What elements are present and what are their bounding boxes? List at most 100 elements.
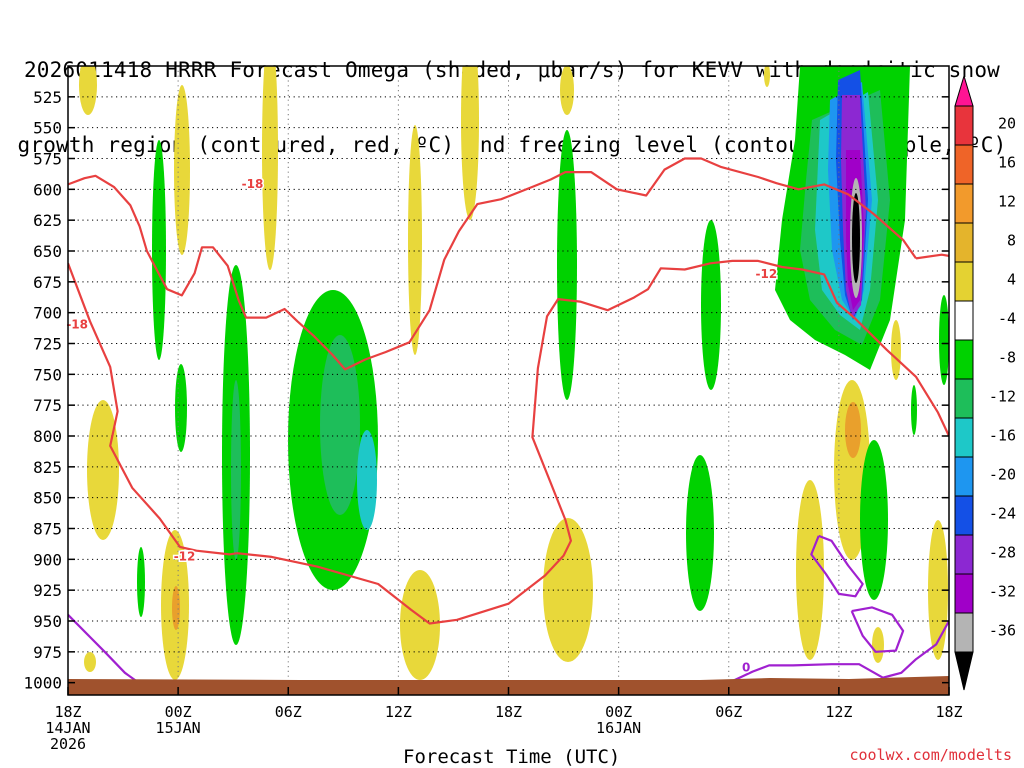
omega-area: [357, 430, 377, 530]
omega-area: [461, 66, 479, 220]
x-tick-label: 18Z: [935, 703, 962, 721]
omega-area: [686, 455, 714, 611]
colorbar-label: -16: [989, 427, 1016, 445]
contour-line: [68, 157, 917, 371]
omega-area: [408, 125, 422, 355]
y-tick-label: 875: [33, 520, 62, 539]
omega-shading: [79, 66, 949, 680]
y-tick-label: 850: [33, 489, 62, 508]
omega-area: [872, 627, 884, 663]
x-tick-label: 18Z: [495, 703, 522, 721]
y-tick-label: 800: [33, 427, 62, 446]
y-axis: 525 550 575 600 625 650 675 700 725 750 775 800 825 8…: [23, 88, 949, 693]
x-tick-label: 18Z: [54, 703, 81, 721]
omega-area: [137, 547, 145, 617]
omega-area: [320, 335, 360, 515]
omega-area: [701, 220, 721, 390]
colorbar-label: -28: [989, 544, 1016, 562]
colorbar-label: -20: [989, 466, 1016, 484]
omega-area: [560, 66, 574, 115]
y-tick-label: 675: [33, 273, 62, 292]
omega-area: [845, 402, 861, 458]
contour-label: -12: [174, 549, 196, 563]
omega-area: [400, 570, 440, 680]
omega-area: [79, 66, 97, 115]
y-tick-label: 950: [33, 612, 62, 631]
colorbar-swatch: [954, 495, 974, 536]
source-credit: coolwx.com/modelts: [849, 746, 1012, 764]
x-tick-label: 06Z: [715, 703, 742, 721]
y-tick-label: 525: [33, 88, 62, 107]
colorbar-swatch: [954, 183, 974, 224]
colorbar-label: -8: [998, 349, 1016, 367]
omega-area: [87, 400, 119, 540]
colorbar-label: 12: [998, 193, 1016, 211]
y-tick-label: 1000: [23, 674, 62, 693]
y-tick-label: 700: [33, 304, 62, 323]
colorbar-label: -24: [989, 505, 1016, 523]
y-tick-label: 775: [33, 396, 62, 415]
colorbar-label: -4: [998, 310, 1016, 328]
colorbar-label: 16: [998, 154, 1016, 172]
y-tick-label: 900: [33, 550, 62, 569]
colorbar: 20 16 12 8 4 -4 -8 -12 -16 -20 -24 -28 -32 -36: [954, 74, 1016, 691]
colorbar-swatch: [954, 300, 974, 341]
omega-area: [174, 85, 190, 255]
omega-area: [764, 66, 770, 87]
x-tick-label: 2026: [50, 735, 86, 753]
x-tick-label: 06Z: [275, 703, 302, 721]
y-tick-label: 600: [33, 180, 62, 199]
omega-area: [152, 140, 166, 360]
x-tick-label: 12Z: [825, 703, 852, 721]
omega-area: [84, 652, 96, 672]
omega-area: [796, 480, 824, 660]
omega-area: [231, 380, 241, 560]
colorbar-label: 4: [1007, 271, 1016, 289]
colorbar-swatch: [954, 105, 974, 146]
colorbar-label: 8: [1007, 232, 1016, 250]
omega-area: [939, 295, 949, 385]
y-tick-label: 550: [33, 119, 62, 138]
contour-line: [236, 259, 949, 625]
x-tick-label: 12Z: [385, 703, 412, 721]
x-tick-label: 00Z: [605, 703, 632, 721]
y-tick-label: 975: [33, 643, 62, 662]
x-tick-label: 14JAN: [45, 719, 90, 737]
omega-area: [557, 130, 577, 400]
colorbar-bottom-arrow: [954, 651, 974, 691]
colorbar-swatch: [954, 222, 974, 263]
contour-line: [68, 614, 152, 693]
colorbar-swatch: [954, 378, 974, 419]
contour-line: [915, 253, 949, 260]
colorbar-swatch: [954, 573, 974, 614]
contours: [68, 157, 949, 693]
contour-line: [810, 534, 864, 598]
contour-label: 0: [742, 660, 750, 674]
colorbar-label: 20: [998, 115, 1016, 133]
colorbar-swatch: [954, 534, 974, 575]
contour-label: -18: [242, 177, 264, 191]
contour-line: [850, 606, 905, 653]
contour-line: [68, 262, 238, 556]
grid: [68, 66, 949, 695]
contour-line: [728, 620, 949, 684]
y-tick-label: 825: [33, 458, 62, 477]
omega-area: [175, 364, 187, 452]
x-tick-label: 00Z: [165, 703, 192, 721]
colorbar-swatch: [954, 261, 974, 302]
y-tick-label: 725: [33, 335, 62, 354]
omega-area: [262, 66, 278, 270]
y-tick-label: 750: [33, 365, 62, 384]
contour-label: -12: [756, 267, 778, 281]
colorbar-swatch: [954, 612, 974, 653]
colorbar-swatch: [954, 417, 974, 458]
colorbar-swatch: [954, 144, 974, 185]
omega-area: [891, 320, 901, 380]
colorbar-top-arrow: [954, 74, 974, 107]
y-tick-label: 650: [33, 242, 62, 261]
y-tick-label: 575: [33, 150, 62, 169]
contour-label: -18: [66, 317, 88, 331]
omega-area: [911, 385, 917, 435]
